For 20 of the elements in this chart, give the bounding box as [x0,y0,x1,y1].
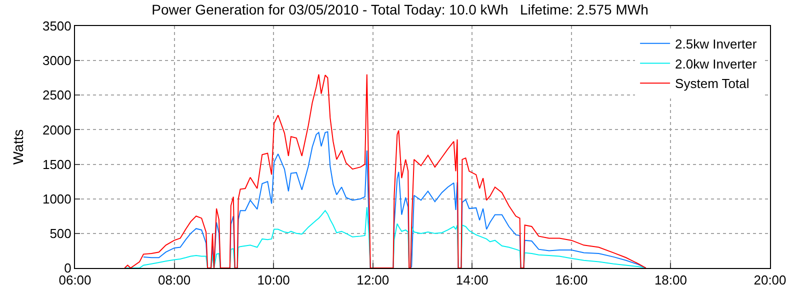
y-tick-label: 1500 [42,156,72,172]
legend-label: System Total [675,76,750,92]
y-tick-label: 1000 [42,191,72,206]
x-tick-label: 14:00 [456,272,488,288]
x-tick-label: 08:00 [158,272,191,288]
legend-label: 2.5kw Inverter [675,36,758,52]
x-tick-label: 20:00 [754,272,786,288]
chart-title: Power Generation for 03/05/2010 - Total Today: 10.0 kWh Lifetime: 2.575 MWh [152,1,648,18]
y-tick-label: 2500 [42,88,72,103]
y-axis-title: Watts [10,129,26,165]
y-tick-label: 500 [50,226,72,241]
x-tick-label: 12:00 [356,272,390,288]
x-tick-label: 16:00 [555,272,588,288]
x-tick-label: 18:00 [654,272,687,288]
legend-label: 2.0kw Inverter [675,56,758,72]
y-tick-label: 3500 [42,18,72,34]
y-tick-label: 2000 [42,122,72,138]
line-series [124,74,646,268]
y-tick-label: 3000 [42,53,72,68]
x-tick-label: 10:00 [257,272,290,288]
